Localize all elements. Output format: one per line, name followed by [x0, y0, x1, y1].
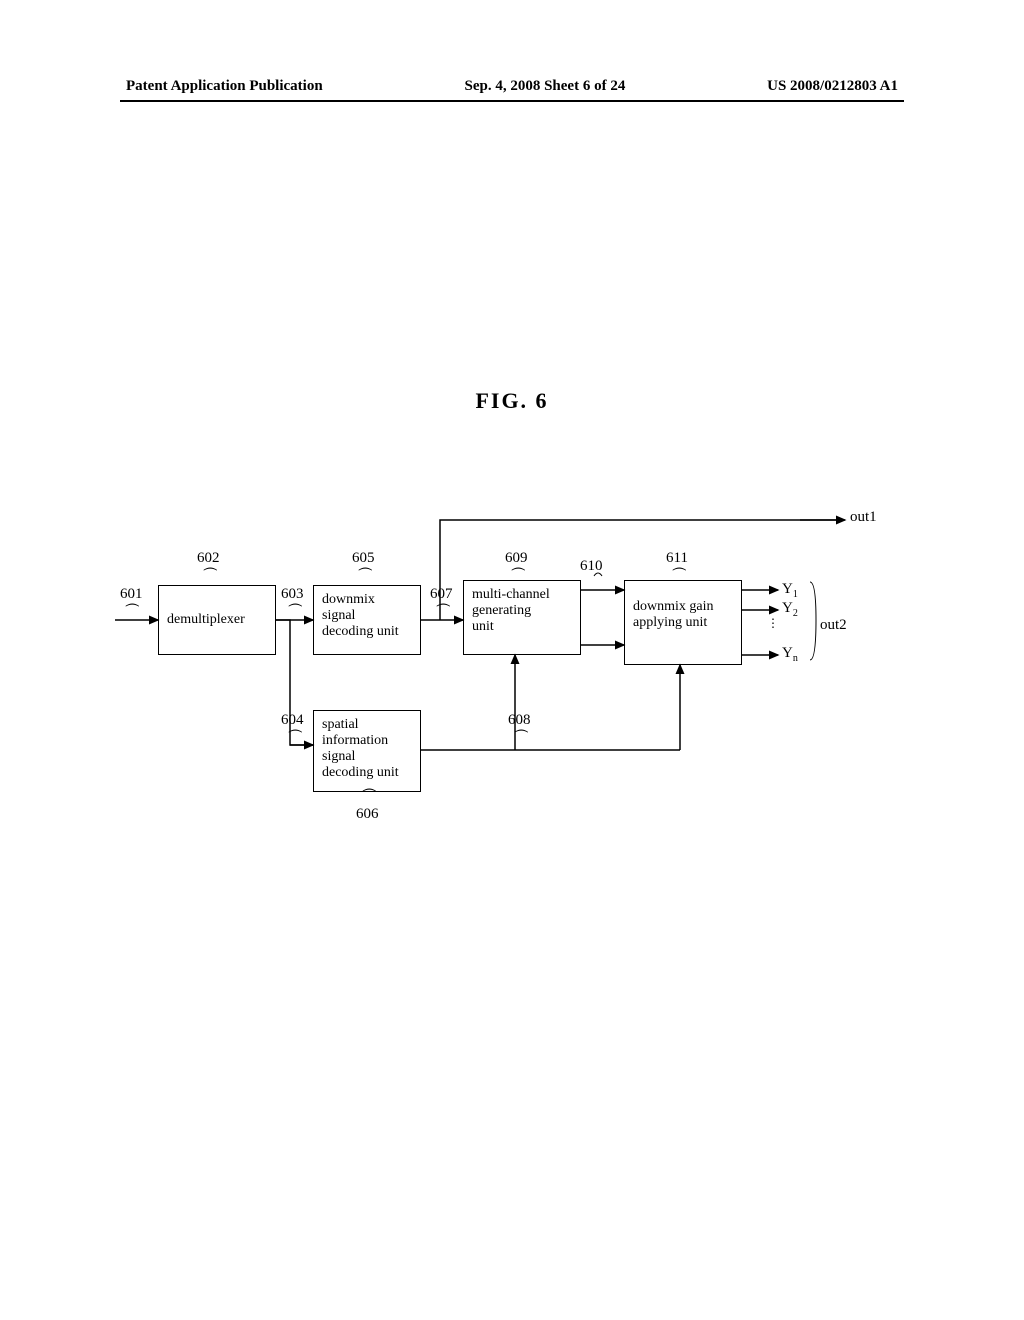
header-left: Patent Application Publication: [126, 78, 323, 95]
header-center: Sep. 4, 2008 Sheet 6 of 24: [464, 78, 625, 95]
header-right: US 2008/0212803 A1: [767, 78, 898, 95]
figure-title: FIG. 6: [0, 388, 1024, 414]
header-rule: [120, 100, 904, 102]
page-header: Patent Application Publication Sep. 4, 2…: [0, 78, 1024, 95]
block-diagram: demultiplexer downmix signal decoding un…: [100, 520, 920, 880]
wires: [100, 520, 920, 880]
